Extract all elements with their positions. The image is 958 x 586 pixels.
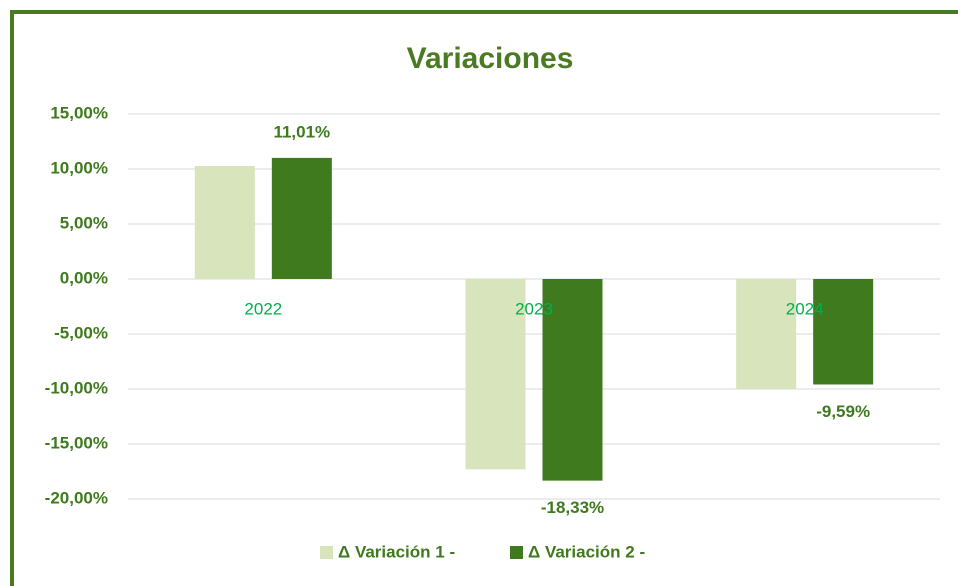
y-tick-label: 5,00% [60,213,108,232]
bar [542,279,603,481]
y-tick-label: 15,00% [50,103,108,122]
bar [465,279,526,470]
legend-swatch [320,546,333,559]
data-label: -9,59% [816,402,870,421]
bar [813,279,874,385]
frame [10,10,958,586]
x-tick-label: 2023 [515,299,553,318]
y-tick-label: -5,00% [54,323,108,342]
bar [736,279,797,389]
y-tick-label: -10,00% [45,378,108,397]
legend-swatch [510,546,523,559]
y-tick-label: 0,00% [60,268,108,287]
data-label: -18,33% [541,498,604,517]
x-tick-label: 2024 [786,299,824,318]
data-label: 11,01% [273,122,330,141]
bar [271,157,332,279]
legend-label: Δ Variación 2 - [528,542,645,561]
x-tick-label: 2022 [244,299,282,318]
bar [194,166,255,279]
legend-label: Δ Variación 1 - [338,542,455,561]
y-tick-label: -15,00% [45,433,108,452]
y-tick-label: -20,00% [45,488,108,507]
y-tick-label: 10,00% [50,158,108,177]
chart-title: Variaciones [407,42,574,75]
